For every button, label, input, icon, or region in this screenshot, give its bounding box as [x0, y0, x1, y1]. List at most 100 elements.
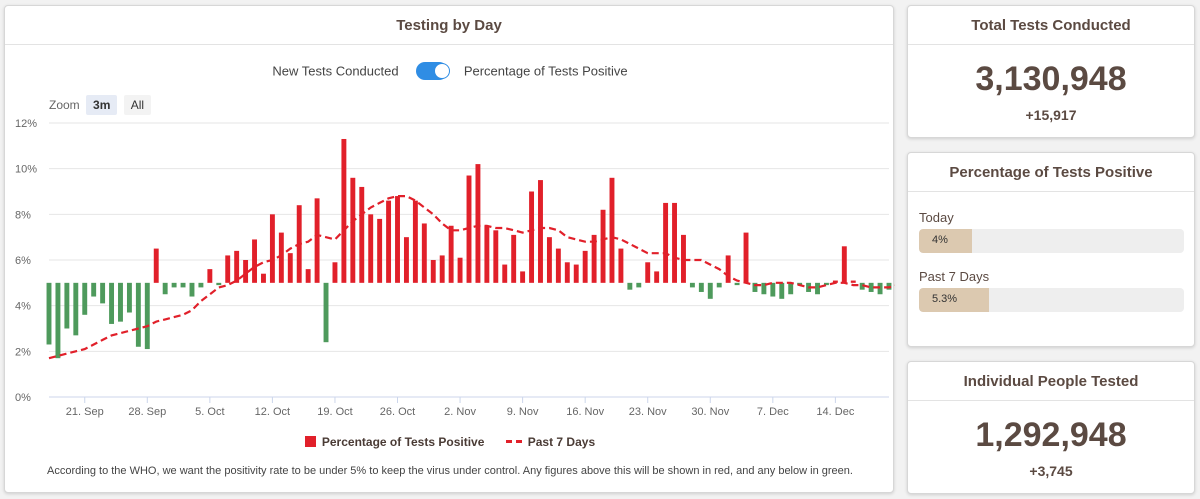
people-tested-title: Individual People Tested: [908, 362, 1194, 401]
positivity-bar: [475, 164, 481, 283]
positivity-bar: [484, 225, 490, 283]
positivity-bar: [725, 255, 731, 283]
positivity-bar: [502, 264, 508, 283]
positivity-bar: [627, 282, 633, 290]
positivity-bar: [198, 282, 204, 288]
positivity-bar: [225, 255, 231, 283]
positivity-bar: [180, 282, 186, 288]
positivity-bar: [118, 282, 123, 322]
positivity-bar: [734, 282, 740, 286]
positivity-bar: [100, 282, 106, 304]
people-tested-card: Individual People Tested 1,292,948 +3,74…: [907, 361, 1195, 494]
positivity-bar: [832, 280, 838, 283]
x-tick-label: 2. Nov: [444, 406, 476, 418]
positivity-bar: [636, 282, 642, 288]
positivity-bar: [323, 282, 329, 343]
people-tested-delta: +3,745: [1029, 463, 1073, 479]
past7-progress-bar: 5.3%: [919, 288, 1184, 312]
positivity-bar: [716, 282, 722, 288]
y-tick-label: 10%: [15, 164, 37, 176]
positivity-bar: [511, 234, 517, 283]
positivity-bar: [153, 248, 159, 283]
past7-progress-value: 5.3%: [932, 293, 958, 305]
percentage-positive-card: Percentage of Tests Positive Today 4% Pa…: [907, 152, 1195, 347]
positivity-bar: [395, 196, 400, 283]
positivity-bar: [350, 177, 356, 283]
positivity-bar: [126, 282, 132, 313]
positivity-bar: [529, 191, 535, 283]
toggle-left-label[interactable]: New Tests Conducted: [272, 63, 399, 79]
positivity-bar: [752, 282, 758, 292]
legend-line-swatch: [505, 439, 522, 443]
positivity-bar: [707, 282, 713, 299]
positivity-bar: [743, 232, 749, 283]
positivity-bar: [252, 239, 257, 283]
percentage-positive-title: Percentage of Tests Positive: [908, 153, 1194, 192]
testing-by-day-card: Testing by Day New Tests Conducted Perce…: [4, 5, 895, 493]
positivity-bar: [207, 269, 213, 283]
positivity-bar: [359, 186, 365, 283]
positivity-bar: [698, 282, 704, 292]
today-label: Today: [919, 210, 954, 225]
positivity-bar: [850, 280, 856, 283]
positivity-bar: [779, 282, 785, 299]
today-progress-fill: [919, 229, 972, 253]
positivity-bar: [457, 257, 463, 283]
positivity-bar: [91, 282, 97, 297]
positivity-bar: [377, 218, 383, 283]
x-tick-label: 23. Nov: [629, 406, 667, 418]
x-tick-label: 21. Sep: [66, 406, 104, 418]
positivity-bar: [269, 214, 275, 283]
positivity-bar: [287, 253, 293, 283]
positivity-bar: [770, 282, 776, 297]
toggle-right-label[interactable]: Percentage of Tests Positive: [463, 63, 628, 79]
zoom-controls: Zoom 3m All: [49, 95, 152, 115]
total-tests-card: Total Tests Conducted 3,130,948 +15,917: [907, 5, 1195, 138]
positivity-bar: [412, 200, 418, 283]
positivity-bar: [788, 282, 794, 295]
x-tick-label: 30. Nov: [691, 406, 729, 418]
y-tick-label: 6%: [15, 255, 31, 267]
positivity-bar: [278, 232, 284, 283]
positivity-bar: [109, 282, 115, 324]
y-tick-label: 12%: [15, 118, 37, 130]
positivity-bar: [663, 202, 669, 283]
x-tick-label: 5. Oct: [195, 406, 224, 418]
positivity-bar: [448, 225, 454, 283]
legend-item-bars[interactable]: Percentage of Tests Positive: [304, 435, 484, 449]
chart-legend: Percentage of Tests Positive Past 7 Days: [5, 434, 895, 449]
who-footnote: According to the WHO, we want the positi…: [47, 465, 853, 477]
zoom-all-button[interactable]: All: [123, 95, 152, 115]
x-tick-label: 7. Dec: [757, 406, 789, 418]
positivity-bar: [234, 250, 240, 283]
positivity-bar: [144, 282, 150, 350]
x-tick-label: 26. Oct: [380, 406, 415, 418]
x-tick-label: 19. Oct: [317, 406, 352, 418]
people-tested-value: 1,292,948: [975, 416, 1127, 454]
metric-toggle-row: New Tests Conducted Percentage of Tests …: [5, 62, 895, 80]
x-tick-label: 14. Dec: [816, 406, 854, 418]
positivity-bar: [466, 175, 472, 283]
y-tick-label: 8%: [15, 209, 31, 221]
zoom-label: Zoom: [49, 98, 80, 112]
legend-line-label: Past 7 Days: [527, 434, 596, 449]
zoom-3m-button[interactable]: 3m: [86, 95, 118, 115]
positivity-bar: [403, 237, 409, 283]
positivity-bar: [600, 209, 606, 283]
positivity-bar: [171, 282, 177, 288]
positivity-bar: [305, 269, 311, 283]
positivity-bar: [823, 282, 829, 286]
positivity-bar: [439, 255, 445, 283]
total-tests-delta: +15,917: [1025, 107, 1077, 123]
positivity-bar: [421, 223, 427, 283]
positivity-bar: [493, 230, 499, 283]
positivity-bar: [82, 282, 88, 315]
metric-toggle-switch[interactable]: [416, 62, 451, 80]
positivity-bar: [886, 282, 892, 290]
positivity-bar: [859, 282, 865, 290]
positivity-bar: [135, 282, 141, 347]
today-progress-value: 4%: [932, 234, 948, 246]
positivity-bar: [73, 282, 79, 336]
legend-item-line[interactable]: Past 7 Days: [505, 434, 596, 449]
positivity-bar: [689, 282, 695, 288]
